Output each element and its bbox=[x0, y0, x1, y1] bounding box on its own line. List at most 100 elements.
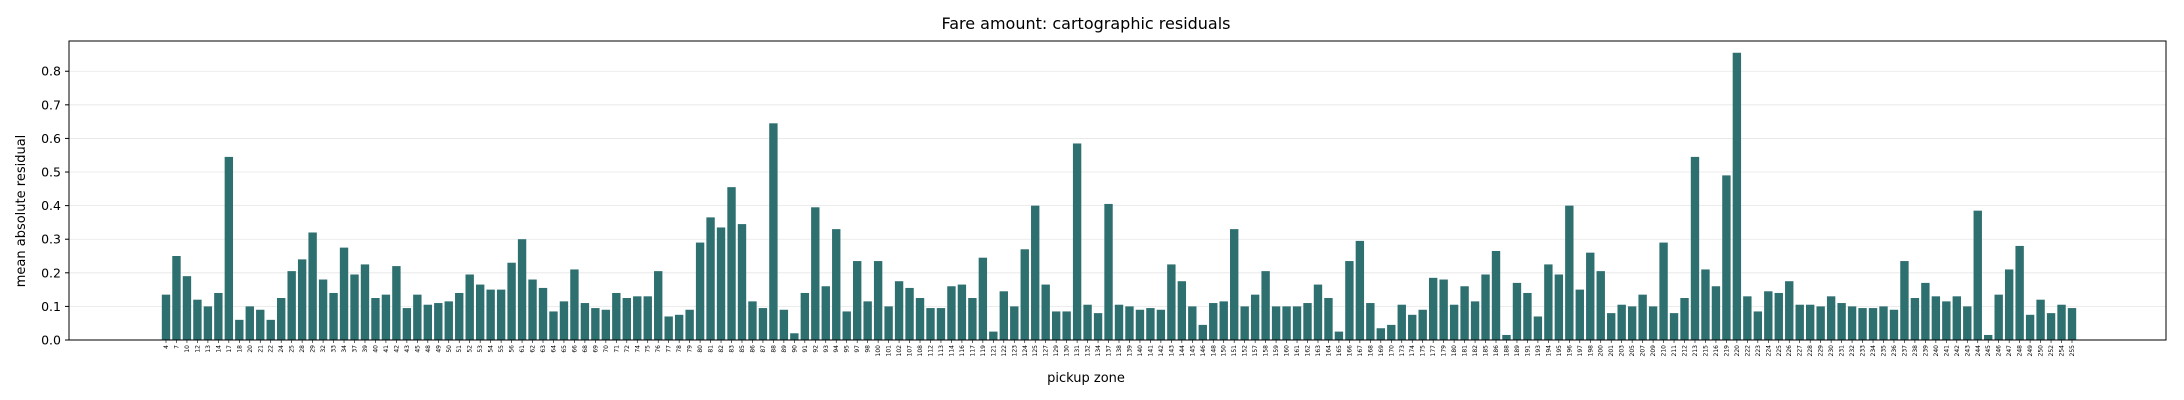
x-tick-label: 249 bbox=[2027, 345, 2034, 357]
x-tick-label: 170 bbox=[1388, 345, 1395, 357]
bar bbox=[2046, 313, 2056, 340]
bar bbox=[769, 123, 778, 340]
x-tick-label: 114 bbox=[948, 345, 955, 357]
x-axis-ticks: 4 7 10 12 13 14 17 18 20 21 22 24 25 28 29 32 33 34 37 39 40… bbox=[163, 340, 2076, 356]
bar bbox=[811, 207, 820, 340]
bar bbox=[1083, 304, 1092, 340]
bar bbox=[371, 298, 380, 340]
x-tick-label: 157 bbox=[1252, 345, 1259, 357]
x-tick-label: 255 bbox=[2069, 345, 2076, 357]
x-tick-label: 91 bbox=[802, 345, 809, 353]
x-tick-label: 50 bbox=[446, 345, 453, 353]
x-tick-label: 198 bbox=[1587, 345, 1594, 357]
bar bbox=[1764, 291, 1773, 340]
x-tick-label: 80 bbox=[697, 345, 704, 353]
bar bbox=[1167, 264, 1176, 340]
bar bbox=[1554, 274, 1564, 340]
x-tick-label: 248 bbox=[2017, 345, 2024, 357]
bar bbox=[287, 271, 296, 340]
x-tick-label: 137 bbox=[1106, 345, 1113, 357]
x-tick-label: 146 bbox=[1200, 345, 1207, 357]
x-tick-label: 52 bbox=[467, 345, 474, 353]
bar bbox=[1963, 306, 1972, 340]
bar bbox=[989, 331, 998, 340]
x-tick-label: 152 bbox=[1242, 345, 1249, 357]
bar bbox=[1879, 306, 1888, 340]
bar bbox=[1376, 328, 1385, 340]
bar bbox=[1146, 308, 1155, 340]
x-tick-label: 89 bbox=[781, 345, 788, 353]
bar bbox=[873, 261, 883, 340]
bar bbox=[622, 298, 631, 340]
bar bbox=[1271, 306, 1281, 340]
bar bbox=[1334, 331, 1344, 340]
bar bbox=[360, 264, 370, 340]
bar bbox=[779, 309, 789, 340]
x-tick-label: 186 bbox=[1493, 345, 1500, 357]
bar bbox=[475, 284, 485, 340]
x-tick-label: 68 bbox=[582, 345, 589, 353]
bar bbox=[1209, 303, 1218, 340]
x-tick-label: 139 bbox=[1126, 345, 1133, 357]
bar bbox=[570, 269, 579, 340]
bar bbox=[1701, 269, 1710, 340]
y-tick-label: 0.8 bbox=[41, 64, 61, 79]
bar bbox=[256, 309, 265, 340]
x-tick-label: 74 bbox=[634, 345, 641, 353]
bar bbox=[926, 308, 935, 340]
x-tick-label: 87 bbox=[760, 345, 767, 353]
x-tick-label: 17 bbox=[226, 345, 233, 353]
x-tick-label: 235 bbox=[1880, 345, 1887, 357]
y-tick-label: 0.6 bbox=[41, 131, 61, 146]
bar bbox=[297, 259, 307, 340]
bar bbox=[1114, 304, 1124, 340]
bar bbox=[1303, 303, 1312, 340]
x-tick-label: 177 bbox=[1430, 345, 1437, 357]
x-tick-label: 220 bbox=[1734, 345, 1741, 357]
x-tick-label: 164 bbox=[1325, 345, 1332, 357]
x-tick-label: 194 bbox=[1545, 345, 1552, 357]
bar bbox=[1847, 306, 1857, 340]
bar bbox=[947, 286, 956, 340]
x-tick-label: 222 bbox=[1744, 345, 1751, 357]
x-tick-label: 7 bbox=[173, 345, 180, 349]
x-tick-label: 4 bbox=[163, 345, 170, 349]
bar bbox=[1984, 334, 1993, 340]
x-tick-label: 55 bbox=[498, 345, 505, 353]
x-tick-label: 48 bbox=[425, 345, 432, 353]
x-tick-label: 193 bbox=[1535, 345, 1542, 357]
bar bbox=[329, 292, 338, 340]
bar bbox=[915, 298, 925, 340]
bar bbox=[1491, 250, 1501, 340]
bar bbox=[1785, 281, 1794, 340]
bar bbox=[496, 289, 506, 340]
x-tick-label: 97 bbox=[854, 345, 861, 353]
bar bbox=[1502, 334, 1511, 340]
bar bbox=[695, 242, 705, 340]
bar bbox=[1104, 203, 1113, 340]
x-tick-label: 140 bbox=[1137, 345, 1144, 357]
bar bbox=[1397, 304, 1406, 340]
bar bbox=[821, 286, 830, 340]
x-tick-label: 174 bbox=[1409, 345, 1416, 357]
x-tick-label: 173 bbox=[1399, 345, 1406, 357]
bar bbox=[1648, 306, 1658, 340]
bar bbox=[832, 229, 841, 340]
x-tick-label: 29 bbox=[310, 345, 317, 353]
x-tick-label: 252 bbox=[2048, 345, 2055, 357]
bar bbox=[1994, 294, 2003, 340]
x-tick-label: 159 bbox=[1273, 345, 1280, 357]
bar bbox=[1533, 316, 1543, 340]
x-tick-label: 148 bbox=[1210, 345, 1217, 357]
x-tick-label: 240 bbox=[1933, 345, 1940, 357]
bar bbox=[1931, 296, 1941, 340]
x-tick-label: 32 bbox=[320, 345, 327, 353]
x-tick-label: 182 bbox=[1472, 345, 1479, 357]
bar bbox=[266, 319, 275, 340]
bar bbox=[1481, 274, 1490, 340]
bar bbox=[434, 303, 443, 340]
x-tick-label: 98 bbox=[865, 345, 872, 353]
bar bbox=[727, 187, 736, 340]
bar bbox=[318, 279, 328, 340]
